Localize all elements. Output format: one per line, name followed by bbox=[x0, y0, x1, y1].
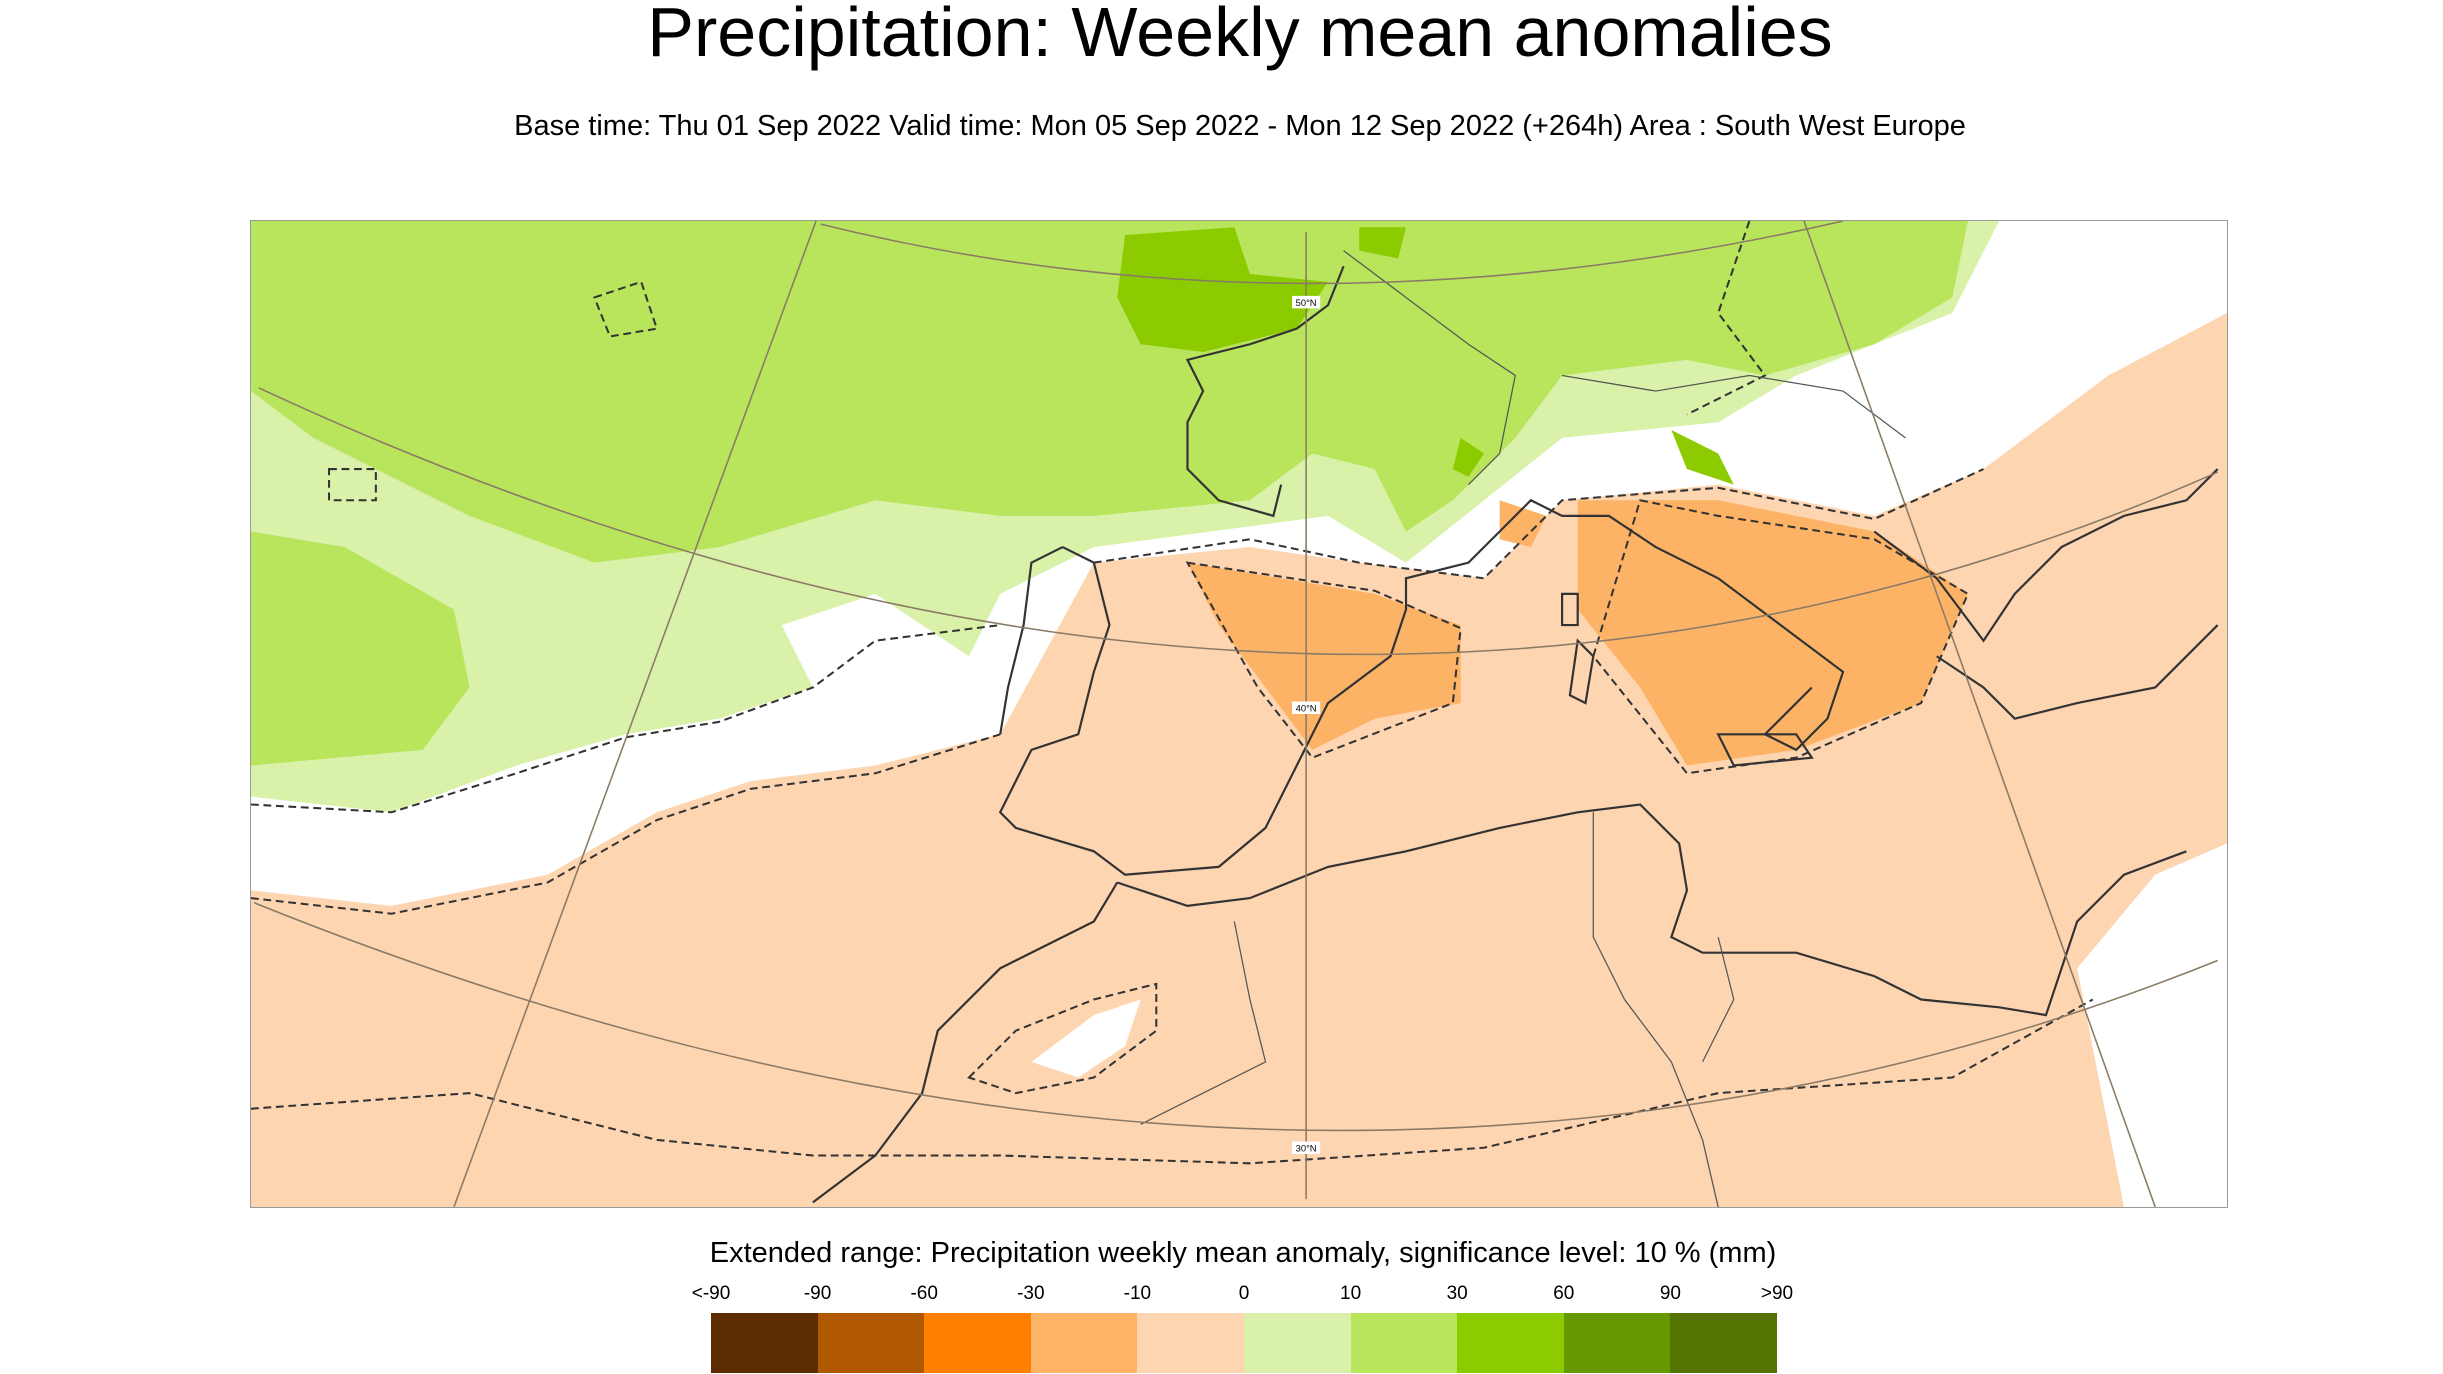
graticule bbox=[253, 221, 2218, 1207]
legend-swatch bbox=[1243, 1313, 1351, 1373]
legend-title: Extended range: Precipitation weekly mea… bbox=[709, 1237, 1777, 1269]
orange-region-spain bbox=[1187, 562, 1461, 750]
page-title: Precipitation: Weekly mean anomalies bbox=[647, 0, 1833, 71]
legend-swatch bbox=[1457, 1313, 1564, 1373]
legend-swatch bbox=[1670, 1313, 1777, 1373]
parallel-40 bbox=[258, 387, 2218, 656]
legend-label: 30 bbox=[1446, 1283, 1468, 1304]
anomaly-map: 50°N 40°N 30°N bbox=[250, 220, 2228, 1208]
legend-swatch bbox=[1563, 1313, 1671, 1373]
green-region-atlantic bbox=[251, 531, 470, 766]
meridian-line bbox=[453, 221, 817, 1207]
dark-green-region bbox=[1117, 227, 1734, 485]
green-region bbox=[251, 221, 1968, 563]
legend-label: >90 bbox=[1760, 1283, 1794, 1304]
coastlines bbox=[812, 265, 2219, 1204]
country-borders bbox=[1140, 250, 1906, 1207]
legend-labels: <-90 -90 -60 -30 -10 0 10 30 60 90 >90 bbox=[692, 1283, 1793, 1307]
orange-region-italy bbox=[1499, 500, 1968, 766]
legend-label: -90 bbox=[803, 1283, 832, 1304]
legend-swatch bbox=[711, 1313, 818, 1373]
legend-swatch bbox=[1137, 1313, 1244, 1373]
lat-label-30: 30°N bbox=[1296, 1144, 1317, 1154]
legend-swatch bbox=[1030, 1313, 1138, 1373]
latitude-labels: 50°N 40°N 30°N bbox=[1292, 295, 1321, 1154]
legend-label: 10 bbox=[1340, 1283, 1362, 1304]
parallel-30 bbox=[253, 902, 2218, 1132]
legend-label: 60 bbox=[1553, 1283, 1575, 1304]
legend-label: 0 bbox=[1238, 1283, 1250, 1304]
significance-contours bbox=[251, 221, 2094, 1165]
legend-label: <-90 bbox=[691, 1283, 731, 1304]
legend-swatch bbox=[817, 1313, 925, 1373]
page-subtitle: Base time: Thu 01 Sep 2022 Valid time: M… bbox=[514, 110, 1966, 142]
legend-label: -10 bbox=[1123, 1283, 1152, 1304]
parallel-50 bbox=[820, 221, 1844, 285]
lat-label-40: 40°N bbox=[1296, 704, 1317, 714]
legend-colorbar bbox=[711, 1313, 1777, 1373]
meridian-line bbox=[1803, 221, 2156, 1207]
legend-label: -60 bbox=[910, 1283, 938, 1304]
lat-label-50: 50°N bbox=[1296, 298, 1317, 308]
legend-swatch bbox=[924, 1313, 1031, 1373]
legend-label: -30 bbox=[1017, 1283, 1045, 1304]
legend-swatch bbox=[1350, 1313, 1458, 1373]
legend-label: 90 bbox=[1659, 1283, 1681, 1304]
